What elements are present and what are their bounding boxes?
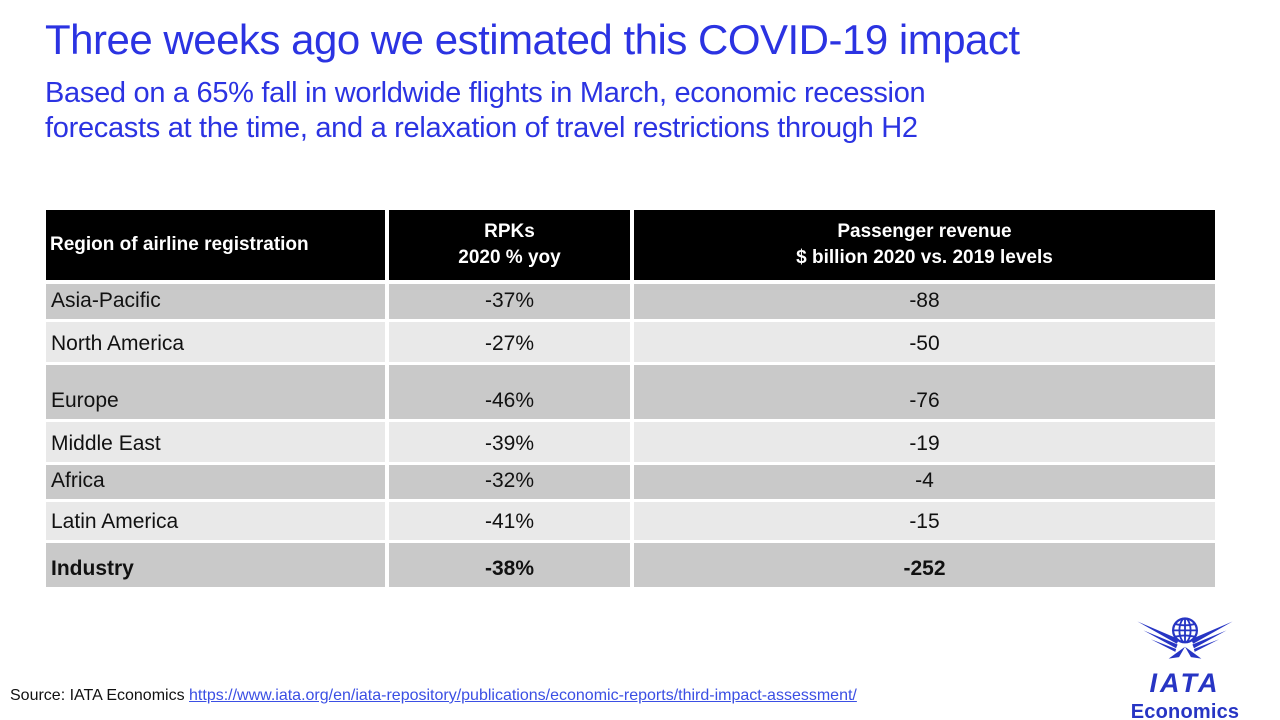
source-link[interactable]: https://www.iata.org/en/iata-repository/…: [189, 687, 857, 704]
header-rpks: RPKs 2020 % yoy: [389, 210, 634, 284]
region-cell: Europe: [46, 365, 389, 422]
region-cell: Africa: [46, 465, 389, 502]
slide-title: Three weeks ago we estimated this COVID-…: [45, 16, 1020, 63]
table-row: Europe -46% -76: [46, 365, 1215, 422]
revenue-cell: -15: [634, 502, 1215, 543]
rpks-cell: -32%: [389, 465, 634, 502]
iata-wordmark: IATA: [1149, 668, 1221, 698]
revenue-cell: -76: [634, 365, 1215, 422]
table-row: North America -27% -50: [46, 322, 1215, 365]
table-header: Region of airline registration RPKs 2020…: [46, 210, 1215, 284]
revenue-cell: -50: [634, 322, 1215, 365]
rpks-cell: -37%: [389, 284, 634, 322]
table-row-industry: Industry -38% -252: [46, 543, 1215, 590]
iata-economics-label: Economics: [1130, 701, 1240, 720]
rpks-cell: -46%: [389, 365, 634, 422]
rpks-cell: -41%: [389, 502, 634, 543]
rpks-cell: -27%: [389, 322, 634, 365]
revenue-cell: -88: [634, 284, 1215, 322]
impact-table: Region of airline registration RPKs 2020…: [46, 210, 1215, 590]
region-cell: North America: [46, 322, 389, 365]
region-cell: Middle East: [46, 422, 389, 465]
slide-subtitle: Based on a 65% fall in worldwide flights…: [45, 77, 926, 144]
table-row: Asia-Pacific -37% -88: [46, 284, 1215, 322]
source-line: Source: IATA Economics https://www.iata.…: [10, 687, 857, 705]
region-cell: Asia-Pacific: [46, 284, 389, 322]
rpks-cell: -38%: [389, 543, 634, 590]
header-revenue: Passenger revenue $ billion 2020 vs. 201…: [634, 210, 1215, 284]
table-row: Latin America -41% -15: [46, 502, 1215, 543]
iata-globe-wings-icon: [1137, 617, 1233, 659]
revenue-cell: -4: [634, 465, 1215, 502]
rpks-cell: -39%: [389, 422, 634, 465]
header-region: Region of airline registration: [46, 210, 389, 284]
table-row: Africa -32% -4: [46, 465, 1215, 502]
table-row: Middle East -39% -19: [46, 422, 1215, 465]
revenue-cell: -19: [634, 422, 1215, 465]
region-cell: Latin America: [46, 502, 389, 543]
revenue-cell: -252: [634, 543, 1215, 590]
region-cell: Industry: [46, 543, 389, 590]
source-prefix: Source: IATA Economics: [10, 687, 190, 704]
iata-logo: IATA Economics: [1118, 614, 1252, 720]
